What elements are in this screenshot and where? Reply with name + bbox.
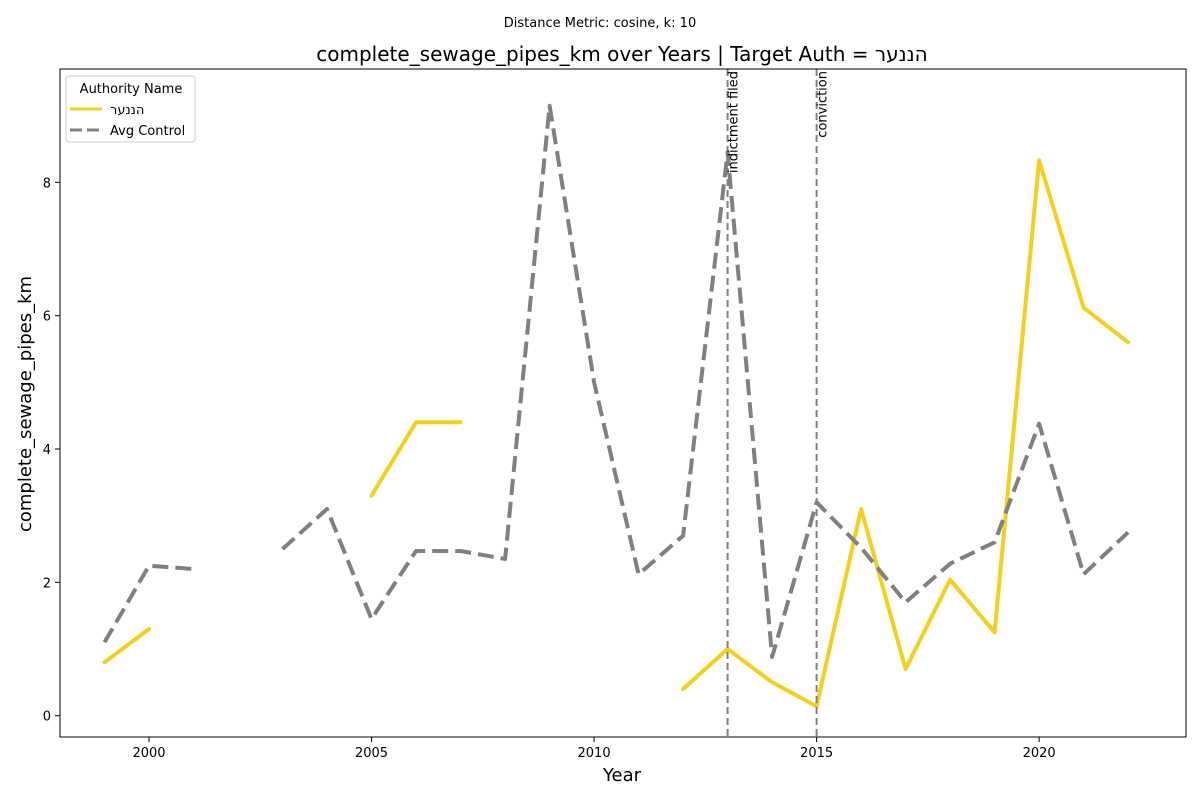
y-tick-label: 8 [43,176,51,191]
legend-box [65,75,196,143]
x-tick-label: 2010 [578,746,611,761]
y-tick-label: 6 [43,310,51,325]
x-tick-label: 2020 [1023,746,1056,761]
plot-frame [59,68,1187,738]
series-line-control-segment-0 [102,563,194,644]
event-label-1: conviction [816,71,831,138]
legend: Authority Name הננער Avg Control [65,75,196,143]
x-tick-label: 2015 [800,746,833,761]
y-tick-label: 0 [43,710,51,725]
legend-label-target: הננער [110,103,144,118]
x-tick-label: 2000 [132,746,165,761]
x-tick-label: 2005 [355,746,388,761]
series-line-target-segment-2 [681,158,1131,709]
legend-label-control: Avg Control [110,124,185,139]
legend-title: Authority Name [80,82,183,97]
y-tick-label: 4 [43,443,51,458]
x-axis-title: Year [602,765,642,786]
x-axis: 2000 2005 2010 2015 2020 [132,737,1056,761]
y-axis: 0 2 4 6 8 [43,176,60,725]
y-axis-title: complete_sewage_pipes_km [15,276,36,532]
chart-title: complete_sewage_pipes_km over Years | Ta… [316,42,928,66]
y-tick-label: 2 [43,576,51,591]
series-line-control-segment-1 [281,103,1130,659]
series-line-target-segment-1 [369,420,463,498]
event-label-0: indictment filed [727,71,742,173]
series-line-target-segment-0 [102,627,151,665]
chart-suptitle: Distance Metric: cosine, k: 10 [504,16,696,31]
plot-area: indictment filed conviction [102,69,1131,737]
